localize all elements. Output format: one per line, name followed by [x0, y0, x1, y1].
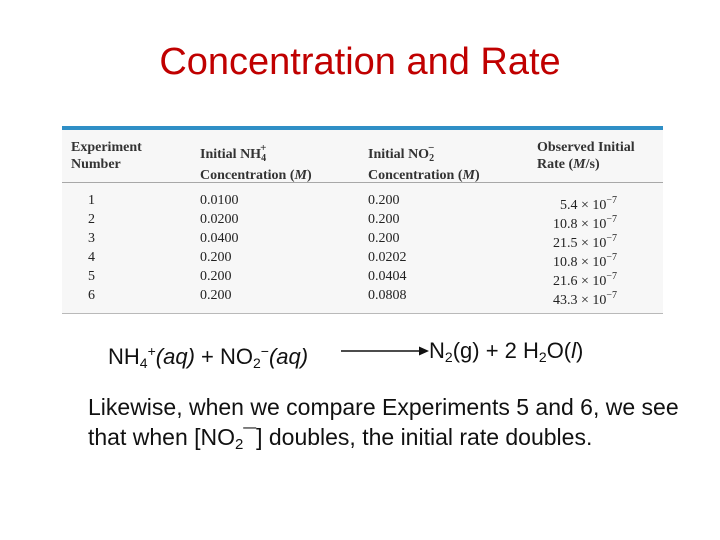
header-experiment-line2: Number	[71, 156, 121, 172]
reactant1-sup: +	[147, 343, 156, 359]
cell-rate-exponent: −7	[606, 290, 617, 301]
header-no2-line1: Initial NO2−	[368, 140, 480, 168]
plus-sign: +	[194, 344, 220, 369]
cell-nh4: 0.200	[200, 288, 232, 303]
explanation-text: Likewise, when we compare Experiments 5 …	[88, 392, 688, 460]
cell-no2: 0.200	[368, 231, 400, 246]
cell-rate: 21.6 × 10−7	[537, 267, 617, 291]
cell-rate-exponent: −7	[606, 271, 617, 282]
cell-rate-exponent: −7	[606, 195, 617, 206]
explanation-part1: Likewise, when we compare Experiments 5 …	[88, 394, 679, 450]
cell-no2: 0.0808	[368, 288, 407, 303]
cell-rate-mantissa: 10.8 × 10	[552, 217, 607, 232]
cell-rate-mantissa: 10.8 × 10	[552, 255, 607, 270]
cell-experiment: 2	[88, 212, 95, 227]
cell-no2: 0.0404	[368, 269, 407, 284]
product2: H	[523, 338, 539, 363]
cell-rate-mantissa: 21.6 × 10	[552, 274, 607, 289]
header-nh4-text: Initial NH	[200, 147, 262, 162]
cell-nh4: 0.200	[200, 250, 232, 265]
cell-experiment: 6	[88, 288, 95, 303]
reactant2-sub: 2	[252, 355, 261, 371]
header-rate-unit: M	[573, 156, 586, 172]
cell-experiment: 5	[88, 269, 95, 284]
header-no2-sub: 2	[429, 153, 435, 164]
header-initial-no2: Initial NO2− Concentration (M)	[368, 140, 480, 184]
header-nh4-line2: Concentration (M)	[200, 168, 312, 185]
cell-rate: 43.3 × 10−7	[537, 286, 617, 310]
product2-state: l	[571, 338, 577, 363]
header-nh4-unit: M	[294, 167, 307, 183]
cell-rate: 10.8 × 10−7	[537, 210, 617, 234]
header-no2-line2: Concentration (M)	[368, 168, 480, 185]
product2-tail: O(	[546, 338, 572, 363]
header-rate-text: Rate (	[537, 156, 574, 172]
header-nh4-sub: 4	[261, 153, 267, 164]
table-row: 1 0.0100 0.200 5.4 × 10−7	[62, 191, 663, 213]
rate-data-table: Experiment Number Initial NH4+ Concentra…	[62, 126, 663, 314]
cell-nh4: 0.0400	[200, 231, 239, 246]
header-no2-conc: Concentration (	[368, 167, 463, 183]
header-rate-line2: Rate (M/s)	[537, 157, 635, 174]
cell-experiment: 3	[88, 231, 95, 246]
product2-close: )	[576, 338, 584, 363]
cell-rate-exponent: −7	[606, 214, 617, 225]
reactant1: NH	[108, 344, 140, 369]
header-no2-unit: M	[462, 167, 475, 183]
cell-nh4: 0.200	[200, 269, 232, 284]
header-observed-rate: Observed Initial Rate (M/s)	[537, 140, 635, 173]
cell-experiment: 1	[88, 193, 95, 208]
cell-rate-mantissa: 43.3 × 10	[552, 293, 607, 308]
product1: N	[429, 338, 445, 363]
reaction-arrow-icon	[341, 346, 429, 356]
header-experiment-number: Experiment Number	[71, 140, 142, 173]
equation-reactants: NH4+(aq) + NO2−(aq)	[108, 336, 308, 378]
plus-two: + 2	[479, 338, 523, 363]
reactant2-state: (aq)	[268, 344, 309, 369]
table-row: 5 0.200 0.0404 21.6 × 10−7	[62, 267, 663, 289]
header-divider	[62, 182, 663, 183]
table-row: 2 0.0200 0.200 10.8 × 10−7	[62, 210, 663, 232]
header-no2-close: )	[474, 167, 480, 183]
header-nh4-conc: Concentration (	[200, 167, 295, 183]
cell-rate: 10.8 × 10−7	[537, 248, 617, 272]
table-header-row: Experiment Number Initial NH4+ Concentra…	[62, 140, 663, 183]
cell-no2: 0.200	[368, 212, 400, 227]
slide-title: Concentration and Rate	[159, 41, 561, 83]
header-no2-text: Initial NO	[368, 147, 430, 162]
header-nh4-sup: +	[260, 142, 267, 154]
product1-state: (g)	[452, 338, 480, 363]
cell-nh4: 0.0200	[200, 212, 239, 227]
cell-experiment: 4	[88, 250, 95, 265]
cell-rate-mantissa: 5.4 × 10	[559, 198, 607, 213]
cell-rate-exponent: −7	[606, 252, 617, 263]
explanation-sub: 2	[235, 436, 244, 453]
product2-sub: 2	[538, 349, 547, 365]
cell-no2: 0.200	[368, 193, 400, 208]
header-initial-nh4: Initial NH4+ Concentration (M)	[200, 140, 312, 184]
cell-rate-exponent: −7	[606, 233, 617, 244]
header-nh4-close: )	[306, 167, 312, 183]
reactant1-state: (aq)	[155, 344, 195, 369]
table-row: 4 0.200 0.0202 10.8 × 10−7	[62, 248, 663, 270]
table-row: 6 0.200 0.0808 43.3 × 10−7	[62, 286, 663, 308]
reactant1-sub: 4	[139, 355, 148, 371]
explanation-part2: ¯] doubles, the initial rate doubles.	[243, 424, 593, 450]
reactant2: NO	[219, 344, 253, 369]
table-row: 3 0.0400 0.200 21.5 × 10−7	[62, 229, 663, 251]
cell-nh4: 0.0100	[200, 193, 239, 208]
cell-rate: 5.4 × 10−7	[537, 191, 617, 215]
header-no2-sup: −	[428, 142, 435, 154]
header-rate-line1: Observed Initial	[537, 140, 635, 155]
table-body: 1 0.0100 0.200 5.4 × 10−7 2 0.0200 0.200…	[62, 191, 663, 308]
reactant2-sup: −	[260, 343, 269, 359]
equation-products: N2(g) + 2 H2O(l)	[429, 336, 583, 372]
cell-no2: 0.0202	[368, 250, 407, 265]
product1-sub: 2	[444, 349, 453, 365]
header-nh4-line1: Initial NH4+	[200, 140, 312, 168]
header-experiment-line1: Experiment	[71, 140, 142, 155]
cell-rate-mantissa: 21.5 × 10	[552, 236, 607, 251]
cell-rate: 21.5 × 10−7	[537, 229, 617, 253]
header-rate-slash: /s)	[585, 156, 600, 172]
